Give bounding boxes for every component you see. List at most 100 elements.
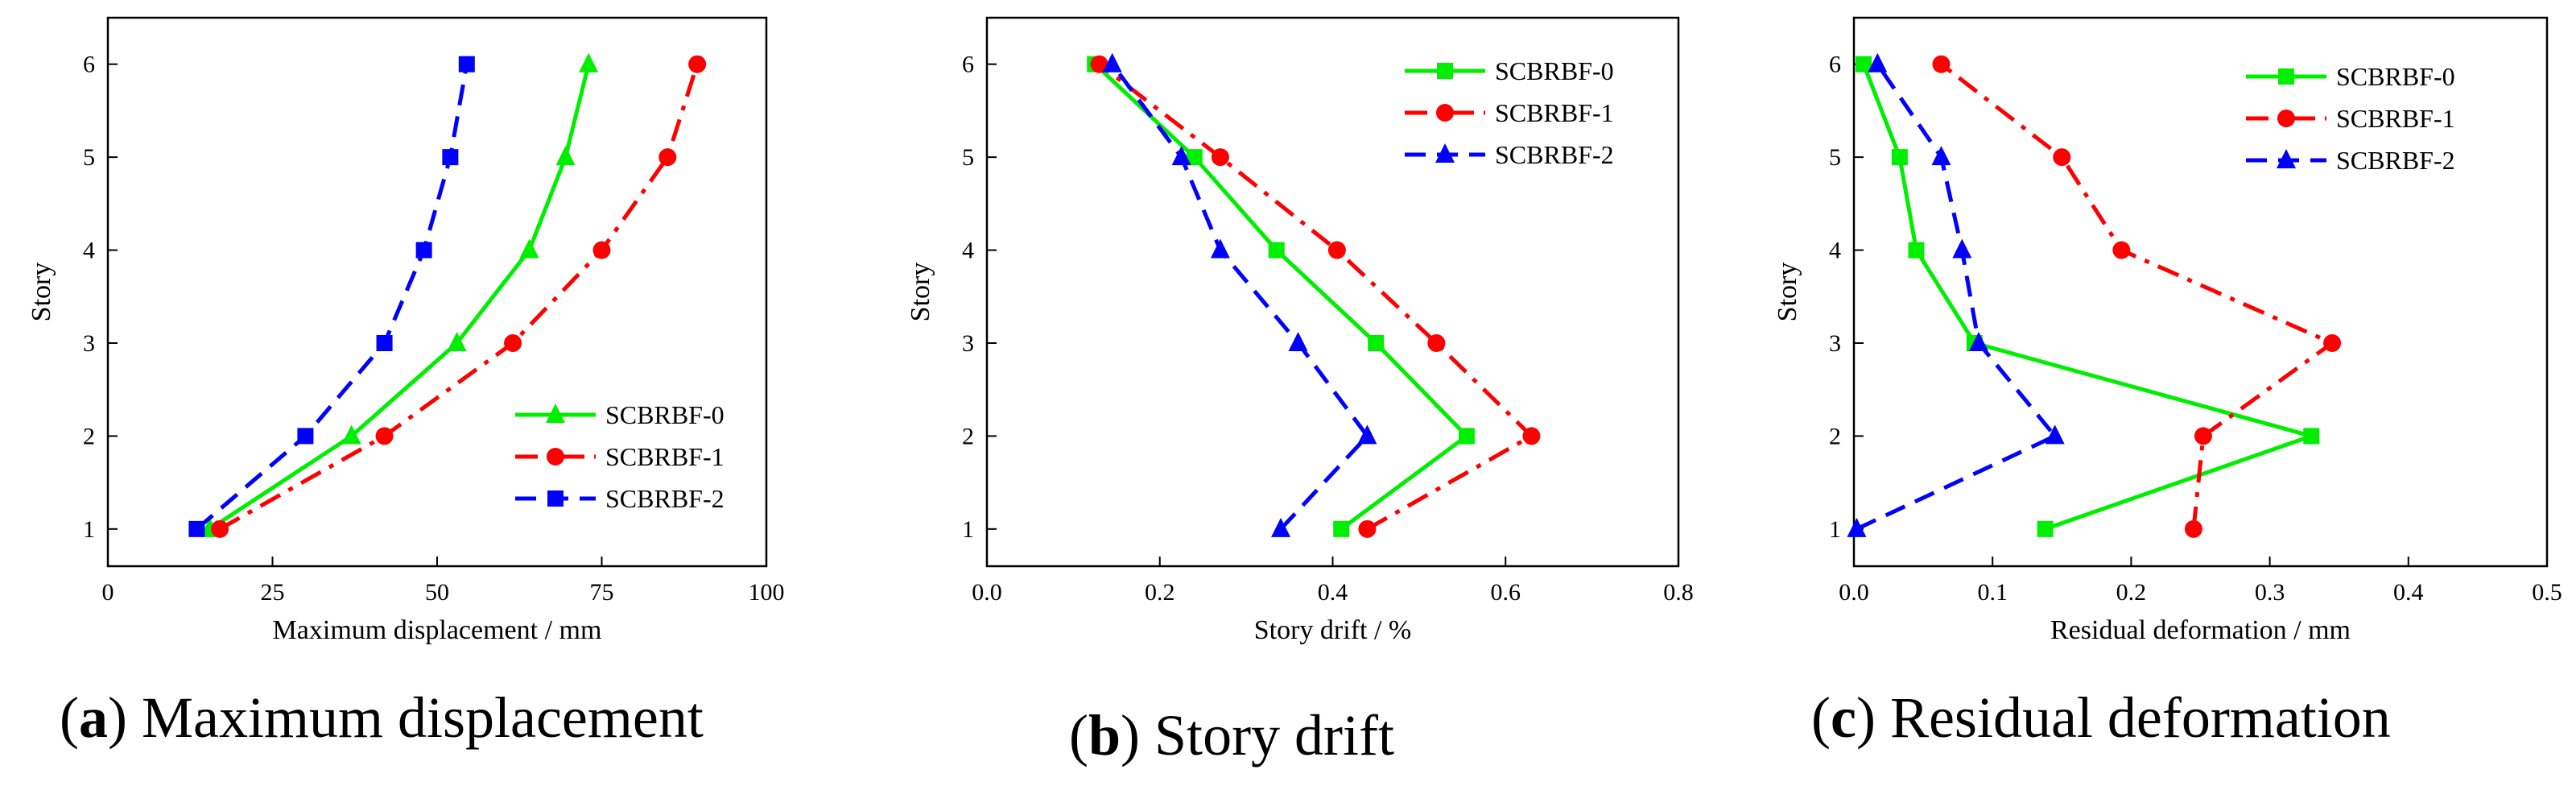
series-line	[1939, 62, 2334, 530]
x-tick-label: 50	[425, 579, 449, 606]
y-axis-title: Story	[27, 263, 56, 322]
data-point	[1186, 149, 1203, 166]
data-point	[442, 149, 459, 166]
x-axis-title: Residual deformation / mm	[2050, 615, 2351, 645]
chart-panel-3: 0.0 0.1 0.2 0.3 0.4 0.5 1 2 3 4 5 6 Residual deforma…	[1773, 16, 2562, 645]
legend-label: SCBRBF-0	[2336, 62, 2455, 91]
y-tick-label: 6	[83, 52, 95, 78]
legend-label: SCBRBF-1	[2336, 104, 2455, 133]
x-tick-label: 0.4	[2393, 579, 2424, 606]
y-tick-label: 5	[83, 144, 95, 171]
data-point	[458, 56, 475, 72]
data-point	[1856, 56, 1872, 72]
data-point	[1211, 148, 1229, 167]
caption-c: (c) Residual deformation	[1811, 685, 2391, 750]
data-point	[2303, 428, 2320, 445]
legend-marker	[546, 404, 565, 423]
legend-marker	[1436, 104, 1454, 122]
data-point	[1268, 242, 1285, 259]
data-point	[341, 424, 361, 445]
data-point	[1102, 52, 1122, 72]
data-point	[555, 146, 576, 166]
data-point	[415, 242, 432, 259]
legend-marker	[2277, 149, 2296, 168]
legend-marker	[1437, 63, 1453, 79]
legend-label: SCBRBF-1	[605, 442, 724, 471]
y-tick-label: 3	[1829, 330, 1841, 357]
y-tick-label: 1	[1829, 516, 1841, 543]
data-point	[2037, 520, 2054, 537]
x-tick-label: 0.2	[1145, 579, 1175, 606]
data-point	[1333, 520, 1350, 537]
legend-label: SCBRBF-1	[1495, 98, 1614, 127]
series-scbrbf-2	[1102, 52, 1377, 537]
data-point	[1327, 241, 1346, 259]
legend-label: SCBRBF-2	[605, 484, 724, 513]
x-tick-label: 0.0	[972, 579, 1002, 606]
data-point	[297, 428, 314, 445]
data-point	[1368, 334, 1385, 351]
caption-a: (a) Maximum displacement	[60, 685, 704, 750]
series-line	[218, 63, 700, 532]
data-point	[2112, 241, 2131, 259]
x-tick-label: 0.8	[1663, 579, 1694, 606]
y-tick-label: 2	[962, 423, 974, 449]
data-point	[1847, 517, 1867, 537]
y-axis-title: Story	[906, 263, 935, 322]
legend-marker	[1435, 143, 1455, 163]
data-point	[1271, 517, 1291, 537]
x-tick-label: 25	[261, 579, 285, 606]
data-point	[688, 55, 707, 73]
data-point	[447, 331, 467, 351]
caption-b: (b) Story drift	[1069, 703, 1394, 768]
y-tick-label: 1	[83, 516, 95, 543]
series-scbrbf-0	[1856, 56, 2320, 537]
y-tick-label: 5	[962, 144, 974, 171]
data-point	[1522, 427, 1541, 445]
x-tick-label: 0.4	[1318, 579, 1348, 606]
caption-a-letter: a	[78, 685, 108, 750]
data-point	[592, 241, 611, 259]
data-point	[1931, 146, 1951, 166]
series-line	[208, 64, 591, 531]
y-tick-label: 3	[83, 330, 95, 357]
data-point	[658, 148, 677, 167]
data-point	[1891, 149, 1908, 166]
x-tick-label: 0	[102, 579, 114, 606]
data-point	[504, 333, 522, 352]
data-point	[1427, 333, 1446, 352]
series-scbrbf-1	[1932, 55, 2342, 538]
data-point	[1932, 55, 1951, 73]
legend-marker	[2278, 68, 2294, 85]
x-tick-label: 0.1	[1977, 579, 2008, 606]
data-point	[2045, 424, 2065, 445]
legend-marker	[547, 448, 564, 466]
data-point	[1968, 331, 1988, 351]
series-scbrbf-0	[1087, 56, 1475, 537]
legend-label: SCBRBF-0	[1495, 56, 1614, 85]
y-axis-title: Story	[1773, 263, 1802, 322]
data-point	[188, 520, 205, 537]
y-tick-label: 6	[962, 52, 974, 78]
data-point	[211, 519, 229, 538]
series-line	[1093, 62, 1469, 531]
y-tick-label: 4	[962, 238, 974, 264]
plot-frame	[1852, 16, 2549, 568]
x-tick-label: 0.5	[2532, 579, 2562, 606]
series-scbrbf-2	[1847, 52, 2065, 537]
series-scbrbf-2	[188, 56, 475, 537]
series-line	[1110, 63, 1369, 531]
y-tick-label: 1	[962, 516, 974, 543]
x-axis-title: Maximum displacement / mm	[273, 615, 602, 645]
data-point	[1358, 519, 1377, 538]
x-tick-label: 0.0	[1839, 579, 1869, 606]
data-point	[1908, 242, 1925, 259]
data-point	[2184, 519, 2202, 538]
y-tick-label: 2	[83, 423, 95, 449]
chart-panel-1: 0 25 50 75 100 1 2 3 4 5 6 Maximum displacement / m…	[27, 16, 785, 645]
x-tick-label: 0.6	[1491, 579, 1521, 606]
series-line	[195, 64, 469, 531]
series-line	[1098, 62, 1534, 532]
data-point	[2323, 333, 2342, 352]
